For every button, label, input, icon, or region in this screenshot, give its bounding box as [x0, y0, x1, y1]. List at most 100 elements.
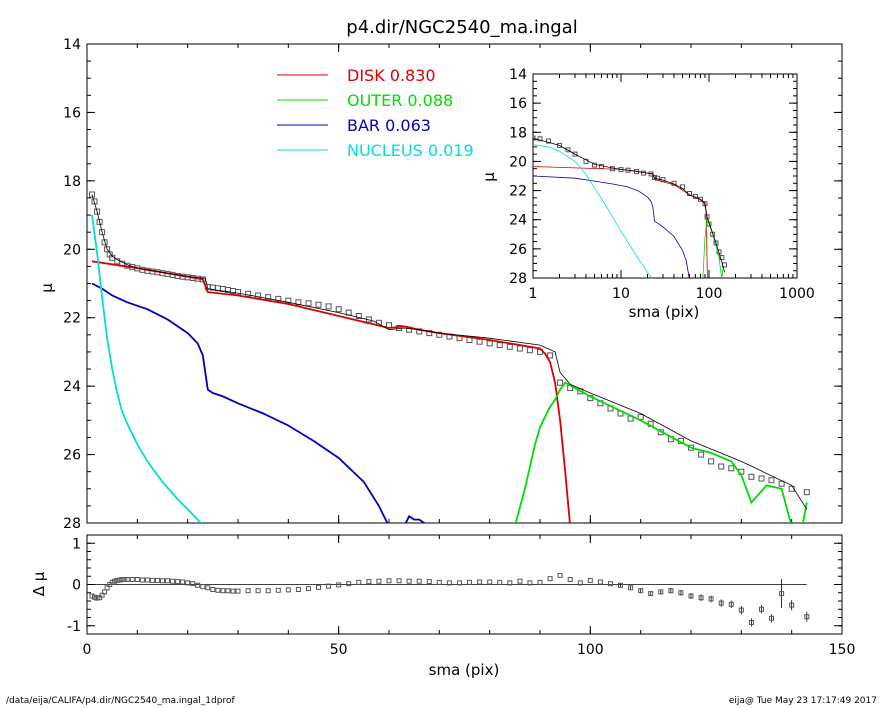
residual-point: [316, 584, 321, 590]
residual-point: [618, 582, 623, 588]
inset-frame: [532, 73, 798, 279]
residual-point: [376, 578, 382, 584]
residual-point: [507, 580, 513, 586]
residual-point: [165, 578, 170, 584]
observed-point: [748, 473, 755, 480]
residual-point: [92, 594, 97, 600]
inset-series-line-outer: [702, 218, 724, 278]
inset-xlabel: sma (pix): [629, 303, 700, 321]
residual-point: [326, 583, 332, 589]
residual-point: [265, 588, 271, 594]
residual-point: [155, 577, 160, 583]
observed-point: [516, 345, 523, 352]
residual-point: [537, 579, 543, 585]
residual-point: [285, 587, 291, 593]
inset-observed-point: [565, 147, 571, 153]
residual-point: [144, 577, 150, 583]
y-tick-label: 24: [509, 213, 527, 229]
series-line-outer: [514, 381, 808, 523]
series-line-disk: [91, 260, 571, 523]
observed-point: [89, 191, 95, 198]
residual-point: [205, 585, 211, 591]
residual-point: [160, 578, 165, 584]
residual-point: [225, 588, 231, 594]
residual-point: [748, 620, 754, 625]
residual-point: [728, 601, 734, 607]
residual-point: [170, 578, 176, 584]
residual-point: [306, 586, 311, 592]
observed-point: [506, 343, 513, 350]
residual-point: [497, 579, 503, 585]
y-tick-label: 26: [509, 242, 527, 258]
inset-observed-point: [546, 138, 551, 144]
y-tick-label: 18: [509, 125, 527, 141]
legend-label: BAR 0.063: [347, 116, 431, 135]
residual-point: [396, 578, 402, 584]
inset-ylabel: μ: [480, 172, 498, 182]
observed-point: [728, 465, 735, 472]
residual-point: [638, 588, 644, 594]
residual-point: [134, 577, 140, 582]
residual-point: [190, 581, 196, 587]
observed-point: [708, 458, 715, 465]
observed-point: [305, 300, 312, 307]
y-tick-label: 16: [63, 105, 81, 121]
residual-point: [139, 577, 145, 583]
y-tick-label: 1: [72, 536, 81, 552]
x-tick-label: 1: [529, 286, 538, 302]
legend-label: DISK 0.830: [347, 66, 436, 85]
residual-point: [255, 588, 261, 594]
residual-point: [426, 579, 432, 585]
observed-point: [94, 208, 101, 215]
observed-point: [637, 413, 644, 420]
residual-point: [567, 577, 573, 582]
residual-point: [678, 590, 684, 596]
observed-point: [235, 289, 241, 296]
main-ylabel: μ: [38, 283, 56, 293]
main-panel: 14 16 18 20 22 24 26 28 μ: [38, 37, 843, 532]
observed-point: [768, 477, 775, 484]
residual-point: [587, 577, 593, 583]
residual-panel: 0 50 100 150-101 sma (pix) Δ μ: [30, 534, 855, 679]
residual-point: [230, 588, 236, 594]
y-tick-label: 14: [63, 37, 81, 53]
residual-point: [779, 591, 785, 597]
y-tick-label: -1: [67, 619, 81, 635]
residual-point: [275, 587, 281, 593]
inset-observed-point: [572, 151, 578, 157]
y-tick-label: 22: [63, 311, 81, 327]
residual-point: [336, 582, 342, 588]
residual-point: [467, 579, 472, 585]
residual-point: [149, 577, 155, 583]
y-tick-label: 20: [509, 154, 527, 170]
observed-point: [547, 352, 554, 359]
residual-point: [175, 579, 181, 585]
x-tick-label: 0: [83, 642, 92, 658]
residual-point: [487, 579, 493, 585]
residual-point: [688, 593, 694, 599]
observed-point: [486, 340, 493, 347]
residual-point: [406, 578, 412, 584]
observed-point: [718, 463, 725, 470]
inset-observed-point: [719, 255, 725, 261]
chart-title: p4.dir/NGC2540_ma.ingal: [346, 17, 577, 38]
residual-point: [577, 580, 583, 586]
footer-timestamp: eija@ Tue May 23 17:17:49 2017: [729, 696, 877, 706]
residual-point: [738, 607, 744, 613]
inset-series-line-nucleus: [533, 144, 653, 278]
legend: DISK 0.830 OUTER 0.088 BAR 0.063 NUCLEUS 0.…: [277, 66, 474, 160]
residual-point: [769, 615, 774, 621]
residual-point: [356, 579, 362, 585]
inset-observed-point: [557, 142, 562, 148]
residual-point: [416, 578, 422, 584]
y-tick-label: 24: [63, 379, 81, 395]
residual-point: [628, 585, 634, 591]
residual-point: [366, 579, 372, 585]
series-line-bar: [91, 282, 426, 523]
y-tick-label: 20: [63, 242, 81, 258]
residual-ylabel: Δ μ: [30, 571, 48, 596]
residual-point: [759, 606, 764, 612]
inset-observed-point: [533, 135, 536, 141]
observed-point: [355, 313, 362, 319]
observed-point: [526, 347, 533, 354]
